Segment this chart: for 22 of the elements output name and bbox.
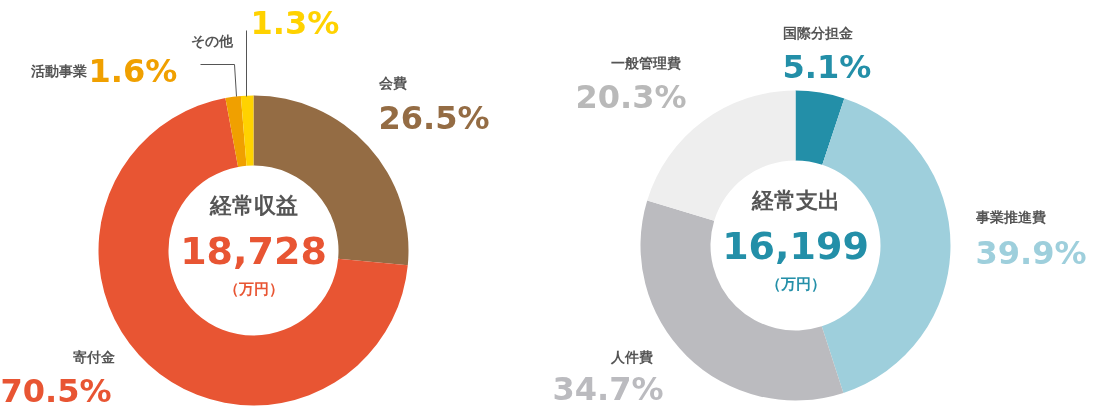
text: 経常支出 [750, 188, 840, 213]
data-label: 39.9% [975, 233, 1087, 272]
data-label: 34.7% [552, 369, 664, 406]
text: 16,199 [722, 224, 869, 268]
data-label: 70.5% [0, 371, 112, 406]
slice-label: 国際分担金 [782, 24, 854, 41]
text: 18,728 [180, 229, 327, 273]
text: （万円） [223, 279, 284, 298]
data-label: 20.3% [575, 77, 687, 116]
slice-label: 活動事業 [29, 62, 87, 79]
slice-label: 人件費 [609, 348, 653, 365]
data-label: 5.1% [782, 47, 872, 86]
slice-label: その他 [190, 32, 234, 49]
data-label: 1.6% [88, 51, 178, 90]
data-label: 26.5% [378, 98, 490, 137]
slice-label: 事業推進費 [974, 208, 1046, 225]
text: 経常収益 [208, 193, 298, 218]
data-label: 1.3% [250, 3, 340, 42]
slice-label: 一般管理費 [610, 54, 681, 71]
slice-label: 寄付金 [72, 348, 116, 365]
slice-label: 会費 [377, 74, 407, 91]
text: （万円） [765, 274, 826, 293]
